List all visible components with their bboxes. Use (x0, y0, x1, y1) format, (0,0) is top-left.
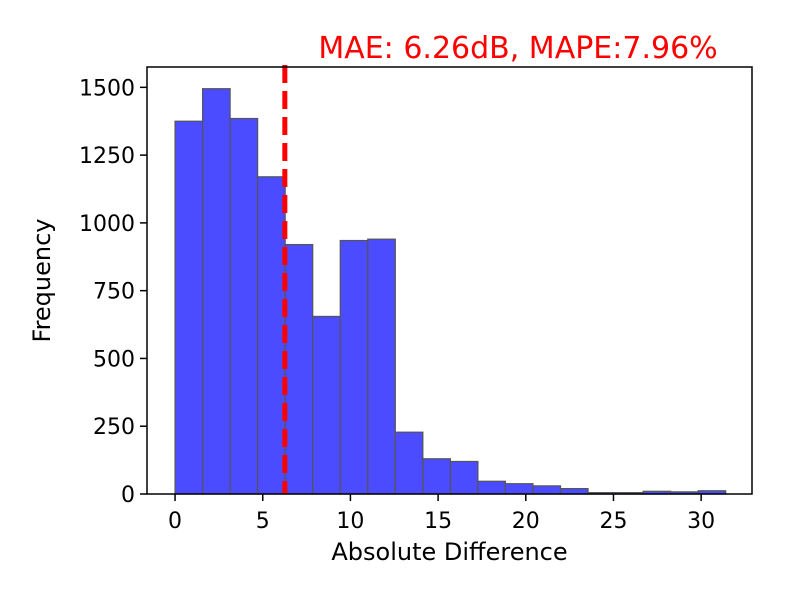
histogram-bar (532, 485, 562, 495)
y-tick-label: 0 (121, 483, 135, 508)
histogram-bar (174, 120, 204, 495)
y-axis-ticks: 0 250 500 750 1000 1250 1500 (79, 76, 147, 508)
x-tick-label: 25 (599, 509, 627, 534)
x-tick-label: 15 (424, 509, 452, 534)
histogram-bar (339, 239, 369, 495)
x-axis-ticks: 0 5 10 15 20 25 30 (168, 494, 715, 534)
mae-mape-annotation: MAE: 6.26dB, MAPE:7.96% (318, 31, 717, 66)
histogram-bar (367, 238, 396, 495)
x-axis-label: Absolute Difference (331, 538, 567, 566)
x-tick-label: 20 (512, 509, 540, 534)
histogram-bar (257, 176, 286, 495)
histogram-bar (312, 315, 341, 495)
histogram-bar (284, 243, 314, 495)
y-tick-label: 1250 (79, 144, 135, 169)
y-tick-label: 750 (93, 280, 135, 305)
histogram-bar (559, 487, 589, 495)
x-tick-label: 10 (336, 509, 364, 534)
x-tick-label: 30 (687, 509, 715, 534)
histogram-bar (477, 480, 507, 495)
x-tick-label: 0 (168, 509, 182, 534)
histogram-bar (229, 117, 259, 495)
plot-frame (146, 66, 753, 495)
histogram-bar (504, 483, 534, 495)
histogram-bar (449, 460, 479, 495)
histogram-bar (422, 458, 451, 495)
y-tick-label: 500 (93, 347, 135, 372)
y-tick-label: 250 (93, 415, 135, 440)
histogram-bar (394, 431, 424, 495)
bars-group (174, 88, 727, 495)
y-tick-label: 1000 (79, 212, 135, 237)
y-axis-label: Frequency (28, 219, 56, 343)
x-tick-label: 5 (256, 509, 270, 534)
y-tick-label: 1500 (79, 76, 135, 101)
histogram-bar (201, 88, 231, 495)
